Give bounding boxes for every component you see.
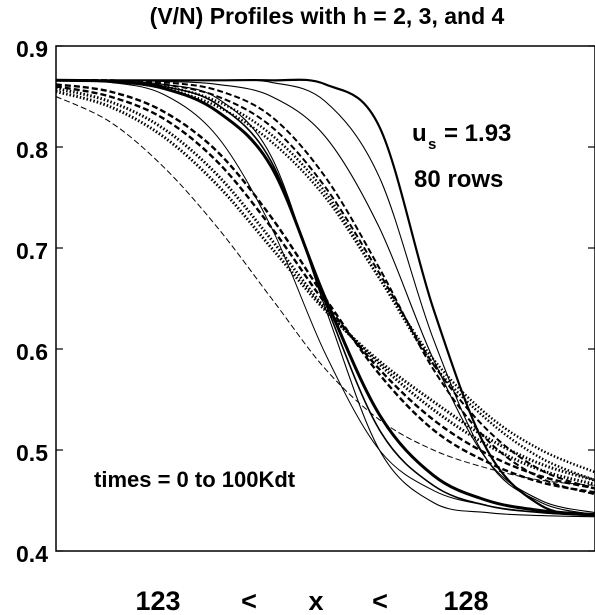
annotation-us: u s = 1.93	[412, 120, 511, 153]
chart-title: (V/N) Profiles with h = 2, 3, and 4	[150, 3, 505, 29]
series-line-16	[55, 96, 595, 486]
times-annotation: times = 0 to 100Kdt	[94, 467, 296, 492]
series-layer	[55, 78, 595, 518]
y-tick-label: 0.9	[16, 36, 48, 62]
us-symbol: u	[412, 120, 427, 147]
series-line-14	[55, 86, 595, 486]
series-line-15	[55, 90, 595, 482]
y-tick-label: 0.4	[16, 541, 48, 567]
y-tick-label: 0.5	[16, 440, 48, 466]
series-line-7	[55, 79, 595, 514]
x-label-min: 123	[135, 586, 180, 615]
series-line-8	[55, 79, 595, 496]
x-label-lt: <	[241, 586, 257, 615]
series-line-4	[55, 79, 595, 517]
y-tick-label: 0.7	[16, 238, 48, 264]
y-tick-labels: 0.9 0.8 0.7 0.6 0.5 0.4	[16, 36, 48, 567]
us-subscript: s	[428, 136, 436, 153]
series-line-12	[55, 83, 595, 494]
series-line-9	[55, 79, 595, 490]
x-label-lt: <	[372, 586, 388, 615]
y-tick-label: 0.6	[16, 339, 48, 365]
series-line-10	[55, 79, 595, 482]
x-axis-label: 123 < x < 128	[135, 586, 488, 615]
x-label-max: 128	[443, 586, 488, 615]
series-line-13	[55, 85, 595, 490]
x-label-variable: x	[308, 586, 323, 615]
plot-frame	[55, 45, 595, 552]
us-value: = 1.93	[444, 120, 511, 147]
y-tick-label: 0.8	[16, 137, 48, 163]
rows-annotation: 80 rows	[414, 166, 503, 193]
